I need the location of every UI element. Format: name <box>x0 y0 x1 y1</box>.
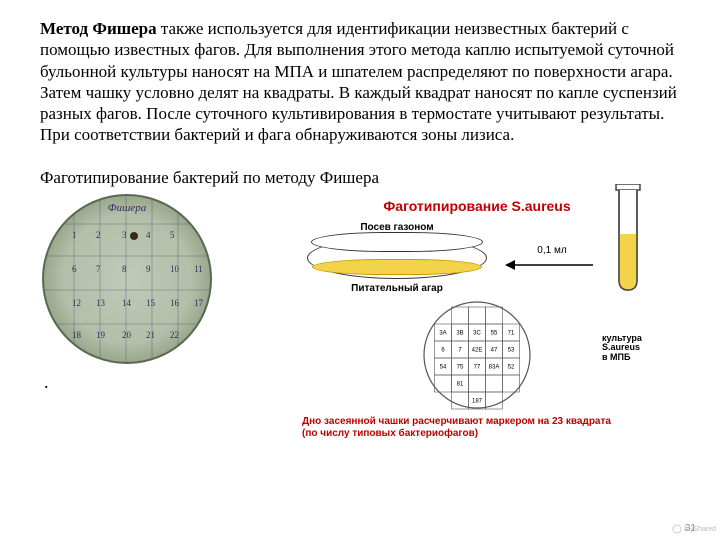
svg-text:42E: 42E <box>472 347 483 353</box>
svg-text:3C: 3C <box>473 330 481 336</box>
svg-text:81: 81 <box>457 381 464 387</box>
dish-lid <box>311 232 483 252</box>
svg-text:3A: 3A <box>439 330 446 336</box>
svg-text:53: 53 <box>508 347 515 353</box>
test-tube-icon <box>612 184 644 294</box>
svg-text:3B: 3B <box>456 330 463 336</box>
svg-text:75: 75 <box>457 364 464 370</box>
main-paragraph: Метод Фишера также используется для иден… <box>40 18 692 146</box>
svg-text:52: 52 <box>508 364 515 370</box>
svg-text:54: 54 <box>440 364 447 370</box>
petri-spot <box>130 232 138 240</box>
subtitle: Фаготипирование бактерий по методу Фишер… <box>40 168 692 188</box>
svg-text:77: 77 <box>474 364 481 370</box>
paragraph-bold: Метод Фишера <box>40 19 157 38</box>
svg-text:83A: 83A <box>489 364 500 370</box>
volume-label: 0,1 мл <box>505 245 600 256</box>
watermark: MyShared <box>672 524 716 534</box>
watermark-icon <box>672 524 682 534</box>
arrow-left-icon <box>505 258 595 270</box>
diagram: Фаготипирование S.aureus Посев газоном П… <box>302 198 652 440</box>
petri-numbers: 12345678910111213141516171819202122 <box>44 196 210 362</box>
dish-label-top: Посев газоном <box>302 222 492 233</box>
grid-circle-icon: 3A3B3C55716742E475354757783A5281187 <box>422 300 532 410</box>
dish-label-bottom: Питательный агар <box>302 283 492 294</box>
tube-label: культура S.aureus в МПБ <box>602 334 662 364</box>
diagram-caption: Дно засеянной чашки расчерчивают маркеро… <box>302 416 652 440</box>
svg-text:187: 187 <box>472 398 483 404</box>
petri-dish-icon <box>307 237 487 279</box>
petri-dish-photo: Фишера 123456789101112131415161718192021… <box>42 194 212 364</box>
agar-layer <box>312 259 482 275</box>
svg-text:71: 71 <box>508 330 515 336</box>
svg-text:55: 55 <box>491 330 498 336</box>
bullet-mark: . <box>44 372 212 393</box>
svg-text:47: 47 <box>491 347 498 353</box>
diagram-title: Фаготипирование S.aureus <box>302 198 652 214</box>
